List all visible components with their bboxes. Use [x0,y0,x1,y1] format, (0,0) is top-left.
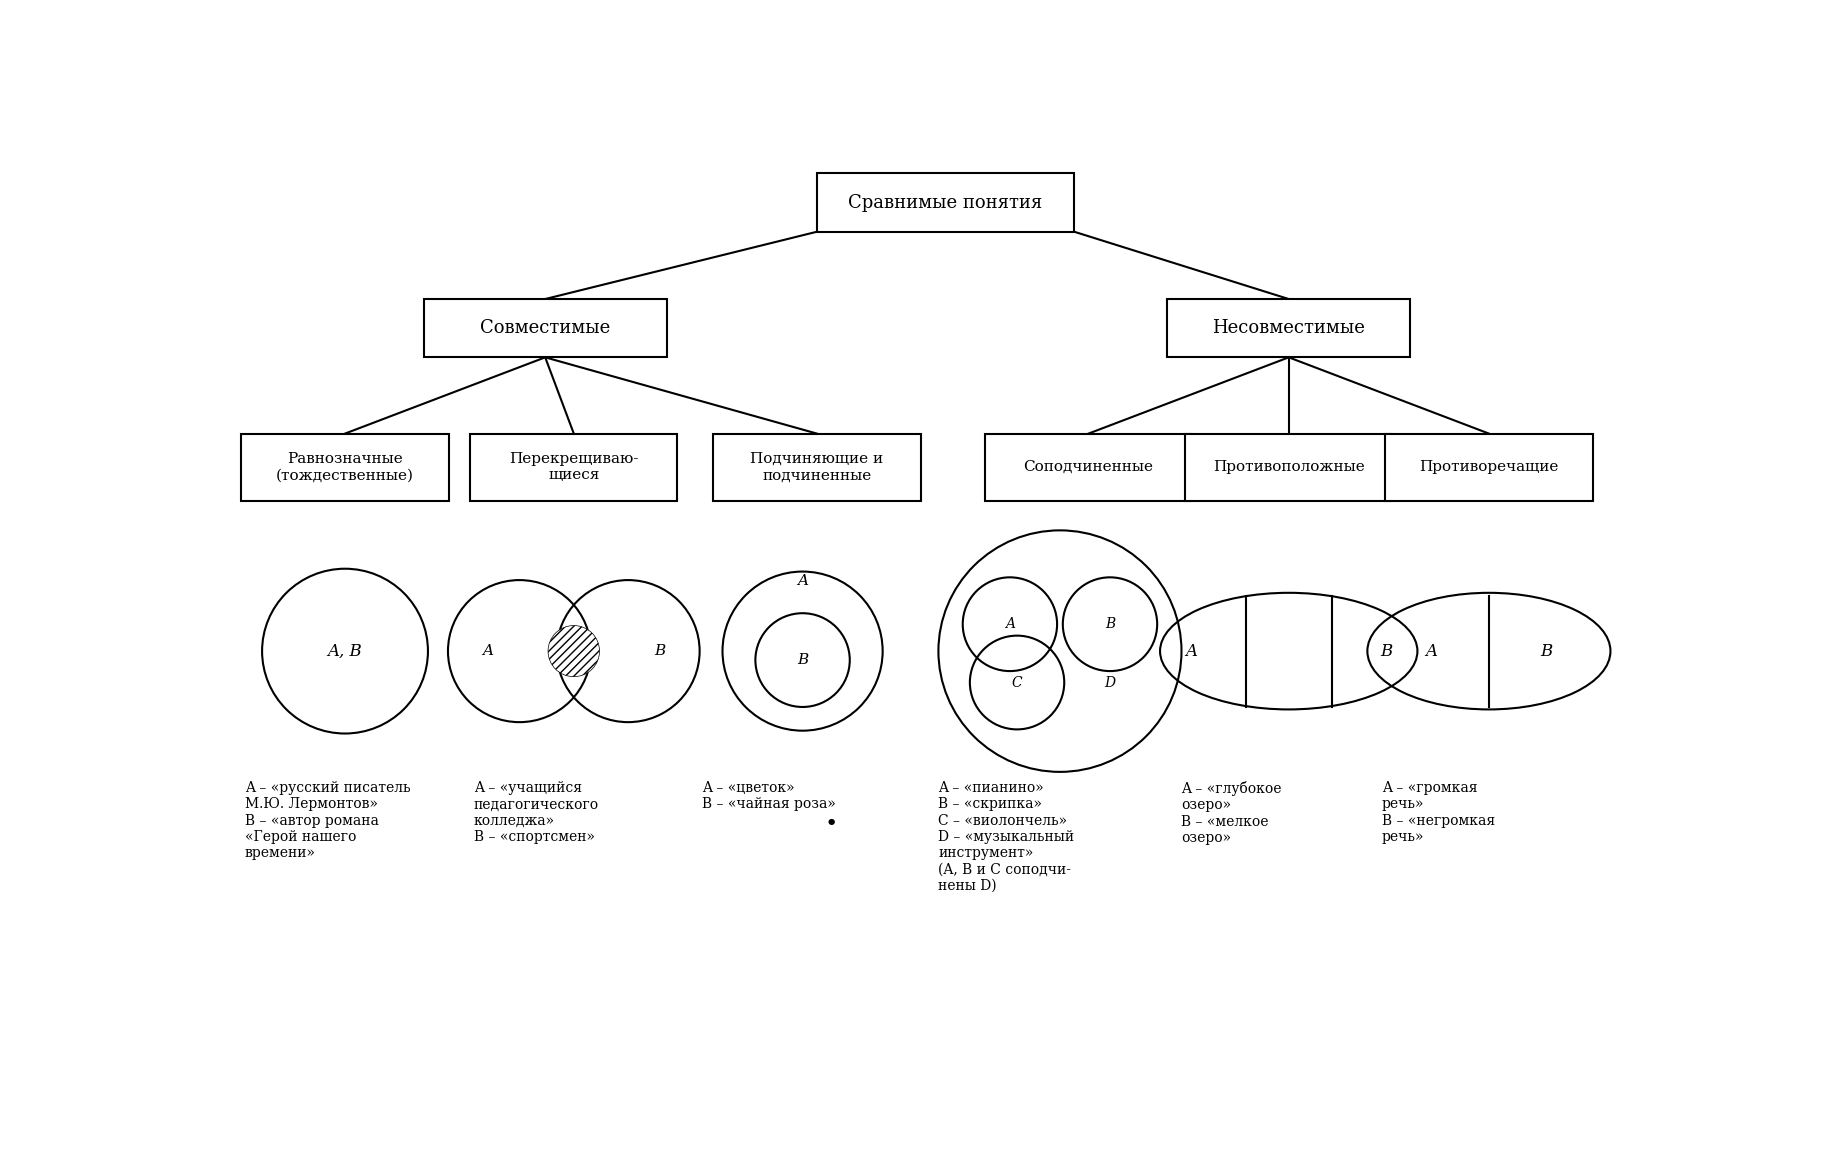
Text: Сравнимые понятия: Сравнимые понятия [849,193,1042,212]
Text: Подчиняющие и
подчиненные: Подчиняющие и подчиненные [751,452,884,482]
Text: A: A [797,573,808,587]
Text: B: B [797,654,808,668]
Text: ●: ● [828,817,834,826]
Text: A – «русский писатель
М.Ю. Лермонтов»
B – «автор романа
«Герой нашего
времени»: A – «русский писатель М.Ю. Лермонтов» B … [245,782,411,860]
Text: A: A [483,644,493,658]
Text: Совместимые: Совместимые [480,319,611,337]
Text: Равнозначные
(тождественные): Равнозначные (тождественные) [277,452,413,482]
Text: B: B [1541,643,1552,659]
Text: A: A [1426,643,1437,659]
FancyBboxPatch shape [1184,433,1393,501]
Text: A: A [1186,643,1197,659]
Text: Соподчиненные: Соподчиненные [1024,460,1153,474]
FancyBboxPatch shape [817,174,1074,232]
FancyBboxPatch shape [985,433,1192,501]
Text: Несовместимые: Несовместимые [1212,319,1365,337]
FancyBboxPatch shape [242,433,448,501]
Text: A – «громкая
речь»
B – «негромкая
речь»: A – «громкая речь» B – «негромкая речь» [1382,782,1494,843]
Text: B: B [653,644,666,658]
Text: A – «учащийся
педагогического
колледжа»
B – «спортсмен»: A – «учащийся педагогического колледжа» … [474,782,600,843]
Text: Перекрещиваю-
щиеся: Перекрещиваю- щиеся [509,452,638,482]
Text: C: C [1011,676,1022,690]
FancyBboxPatch shape [1386,433,1592,501]
Text: A – «цветок»
B – «чайная роза»: A – «цветок» B – «чайная роза» [703,782,836,811]
FancyBboxPatch shape [714,433,921,501]
Text: A: A [1006,617,1015,631]
Text: D: D [1105,676,1116,690]
FancyBboxPatch shape [1168,299,1410,358]
Text: Противоположные: Противоположные [1212,460,1365,474]
Text: A, B: A, B [328,643,362,659]
Text: Противоречащие: Противоречащие [1419,460,1559,474]
FancyBboxPatch shape [424,299,666,358]
Text: A – «пианино»
B – «скрипка»
C – «виолончель»
D – «музыкальный
инструмент»
(A, B : A – «пианино» B – «скрипка» C – «виолонч… [939,782,1074,892]
FancyBboxPatch shape [470,433,677,501]
Text: A – «глубокое
озеро»
B – «мелкое
озеро»: A – «глубокое озеро» B – «мелкое озеро» [1181,782,1282,845]
Text: B: B [1380,643,1393,659]
Text: B: B [1105,617,1114,631]
Ellipse shape [548,626,600,677]
